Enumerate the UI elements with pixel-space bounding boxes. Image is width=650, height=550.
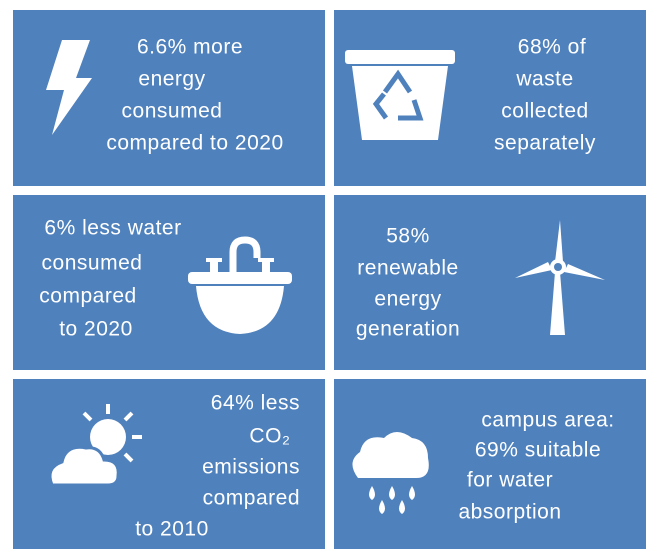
tile-text: compared to 2020 — [106, 132, 283, 155]
tile-text: consumed — [42, 252, 143, 275]
wind-turbine-icon — [515, 220, 605, 335]
rain-cloud-icon — [352, 432, 429, 514]
tile-text: for water — [467, 469, 553, 492]
sink-icon — [188, 236, 292, 334]
lightning-icon — [46, 40, 92, 135]
tile-text: to 2020 — [59, 318, 133, 341]
tile-text: 58% — [386, 225, 430, 248]
tile-text: 69% suitable — [475, 439, 601, 462]
tile-text: compared — [203, 487, 300, 510]
tile-text: renewable — [357, 257, 458, 280]
tile-text: absorption — [458, 501, 561, 524]
tile-text: generation — [356, 318, 460, 341]
tile-text: to 2010 — [135, 518, 209, 541]
tile-text: separately — [494, 132, 596, 155]
tile-text: energy — [138, 68, 205, 91]
icons — [46, 40, 605, 514]
tile-text: 64% less — [211, 392, 300, 415]
tile-text: 6.6% more — [137, 36, 243, 59]
tile-text: consumed — [122, 100, 223, 123]
tile-text: 68% of — [518, 36, 586, 59]
tile — [334, 195, 646, 370]
recycle-bin-icon — [345, 50, 455, 140]
tile-text: waste — [515, 68, 573, 91]
sun-cloud-icon — [48, 404, 142, 487]
tile-text: emissions — [202, 456, 300, 479]
tile-text: campus area: — [481, 409, 614, 432]
tile-text: compared — [39, 285, 136, 308]
tile-text: 6% less water — [44, 217, 181, 240]
tile-text: collected — [501, 100, 588, 123]
tile-text: CO₂ — [249, 425, 290, 448]
tile-text: energy — [374, 288, 441, 311]
